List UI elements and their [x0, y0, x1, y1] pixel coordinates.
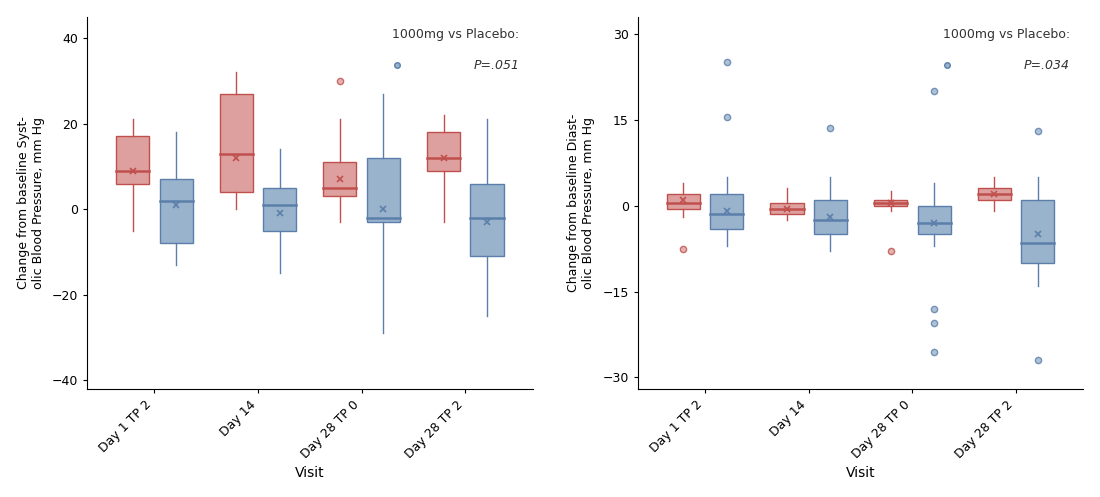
- Bar: [160, 179, 192, 244]
- Bar: [116, 137, 150, 183]
- Bar: [874, 200, 907, 206]
- Bar: [770, 203, 803, 214]
- Bar: [427, 132, 460, 170]
- X-axis label: Visit: Visit: [846, 466, 876, 480]
- Bar: [366, 158, 400, 222]
- Bar: [263, 188, 296, 231]
- Text: 1000mg vs Placebo:: 1000mg vs Placebo:: [392, 28, 519, 41]
- Bar: [323, 162, 356, 196]
- X-axis label: Visit: Visit: [295, 466, 324, 480]
- Y-axis label: Change from baseline Diast-
olic Blood Pressure, mm Hg: Change from baseline Diast- olic Blood P…: [568, 114, 595, 292]
- Text: 1000mg vs Placebo:: 1000mg vs Placebo:: [943, 28, 1070, 41]
- Text: P=.034: P=.034: [1024, 59, 1070, 72]
- Bar: [1021, 200, 1054, 263]
- Bar: [917, 206, 950, 234]
- Y-axis label: Change from baseline Syst-
olic Blood Pressure, mm Hg: Change from baseline Syst- olic Blood Pr…: [16, 116, 45, 289]
- Bar: [471, 183, 504, 256]
- Bar: [667, 194, 700, 209]
- Bar: [978, 188, 1011, 200]
- Text: P=.051: P=.051: [473, 59, 519, 72]
- Bar: [711, 194, 744, 229]
- Bar: [814, 200, 847, 234]
- Bar: [220, 93, 253, 192]
